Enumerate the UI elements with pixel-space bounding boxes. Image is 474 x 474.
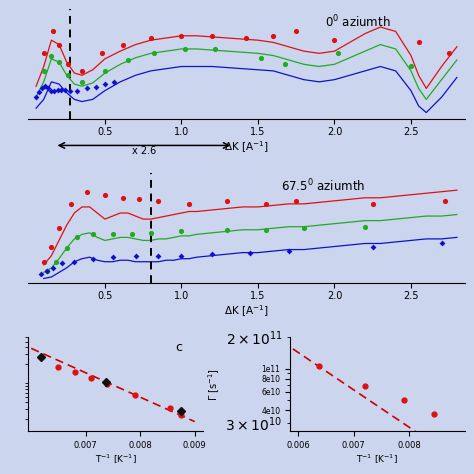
Point bbox=[262, 226, 269, 234]
Point bbox=[208, 32, 216, 40]
Point bbox=[178, 32, 185, 40]
Point bbox=[132, 252, 139, 259]
Point bbox=[67, 200, 75, 208]
Point bbox=[55, 225, 63, 232]
Point bbox=[36, 88, 43, 95]
Point bbox=[101, 191, 109, 199]
Point bbox=[269, 32, 277, 40]
Point bbox=[110, 78, 118, 86]
Point bbox=[415, 38, 422, 46]
Point bbox=[83, 188, 91, 195]
Point bbox=[300, 225, 308, 232]
Point bbox=[242, 34, 249, 42]
Point bbox=[78, 78, 86, 86]
Point bbox=[135, 195, 142, 203]
Point bbox=[441, 197, 448, 205]
Point bbox=[109, 254, 117, 261]
Point bbox=[129, 230, 137, 238]
Point bbox=[178, 252, 185, 259]
Point bbox=[292, 27, 300, 35]
Point bbox=[150, 50, 158, 57]
Point bbox=[119, 41, 127, 48]
Point bbox=[73, 87, 81, 94]
Point bbox=[119, 194, 127, 201]
Point bbox=[63, 244, 71, 252]
Point bbox=[43, 267, 51, 274]
Point bbox=[101, 80, 109, 88]
Point bbox=[147, 229, 155, 237]
Point bbox=[64, 61, 72, 68]
Point bbox=[282, 61, 289, 68]
X-axis label: ΔK [A$^{-1}$]: ΔK [A$^{-1}$] bbox=[224, 139, 269, 155]
Point bbox=[42, 82, 49, 90]
Point bbox=[40, 67, 47, 75]
Point bbox=[98, 50, 106, 57]
Point bbox=[83, 85, 91, 92]
Point bbox=[32, 93, 40, 101]
Point bbox=[47, 87, 55, 94]
Point bbox=[369, 243, 376, 250]
Point bbox=[334, 50, 341, 57]
Point bbox=[71, 258, 78, 265]
Point bbox=[89, 255, 97, 263]
Point bbox=[47, 52, 55, 59]
Point bbox=[185, 200, 193, 208]
X-axis label: T$^{-1}$ [K$^{-1}$]: T$^{-1}$ [K$^{-1}$] bbox=[356, 453, 398, 466]
Point bbox=[40, 258, 47, 265]
Point bbox=[52, 258, 60, 265]
Point bbox=[92, 83, 100, 91]
Point bbox=[47, 243, 55, 250]
Text: c: c bbox=[175, 341, 182, 354]
Point bbox=[64, 72, 72, 79]
X-axis label: ΔK [A$^{-1}$]: ΔK [A$^{-1}$] bbox=[224, 303, 269, 319]
Point bbox=[38, 85, 46, 92]
Point bbox=[43, 267, 51, 274]
Point bbox=[57, 86, 64, 93]
X-axis label: T$^{-1}$ [K$^{-1}$]: T$^{-1}$ [K$^{-1}$] bbox=[95, 453, 137, 466]
Point bbox=[257, 54, 265, 62]
Point bbox=[369, 200, 376, 208]
Point bbox=[49, 264, 57, 272]
Point bbox=[262, 200, 269, 208]
Point bbox=[40, 50, 47, 57]
Text: 67.5$^0$ aziumth: 67.5$^0$ aziumth bbox=[282, 178, 365, 194]
Point bbox=[178, 228, 185, 235]
Point bbox=[246, 249, 254, 256]
Point bbox=[155, 197, 162, 205]
Point bbox=[211, 45, 219, 53]
Point bbox=[292, 197, 300, 205]
Text: x 2.6: x 2.6 bbox=[132, 146, 156, 156]
Point bbox=[285, 247, 292, 255]
Point bbox=[55, 41, 63, 48]
Point bbox=[147, 34, 155, 42]
Point bbox=[124, 56, 132, 64]
Point bbox=[51, 87, 58, 94]
Point bbox=[54, 86, 61, 93]
Point bbox=[73, 234, 81, 241]
Point bbox=[49, 27, 57, 35]
Point bbox=[208, 250, 216, 258]
Point bbox=[155, 252, 162, 259]
Point bbox=[109, 230, 117, 238]
Point bbox=[407, 63, 415, 70]
Y-axis label: Γ [s$^{-1}$]: Γ [s$^{-1}$] bbox=[207, 368, 222, 401]
Point bbox=[37, 270, 45, 278]
Point bbox=[55, 58, 63, 66]
Point bbox=[66, 87, 73, 94]
Point bbox=[224, 226, 231, 234]
Point bbox=[438, 240, 446, 247]
Text: 0$^0$ aziumth: 0$^0$ aziumth bbox=[325, 14, 391, 30]
Point bbox=[61, 86, 69, 93]
Point bbox=[446, 50, 453, 57]
Point bbox=[101, 67, 109, 75]
Point bbox=[181, 45, 188, 53]
Point bbox=[78, 67, 86, 75]
Point bbox=[331, 36, 338, 44]
Point bbox=[45, 85, 52, 92]
Point bbox=[58, 259, 66, 267]
Point bbox=[361, 223, 369, 230]
Point bbox=[89, 230, 97, 238]
Point bbox=[224, 197, 231, 205]
